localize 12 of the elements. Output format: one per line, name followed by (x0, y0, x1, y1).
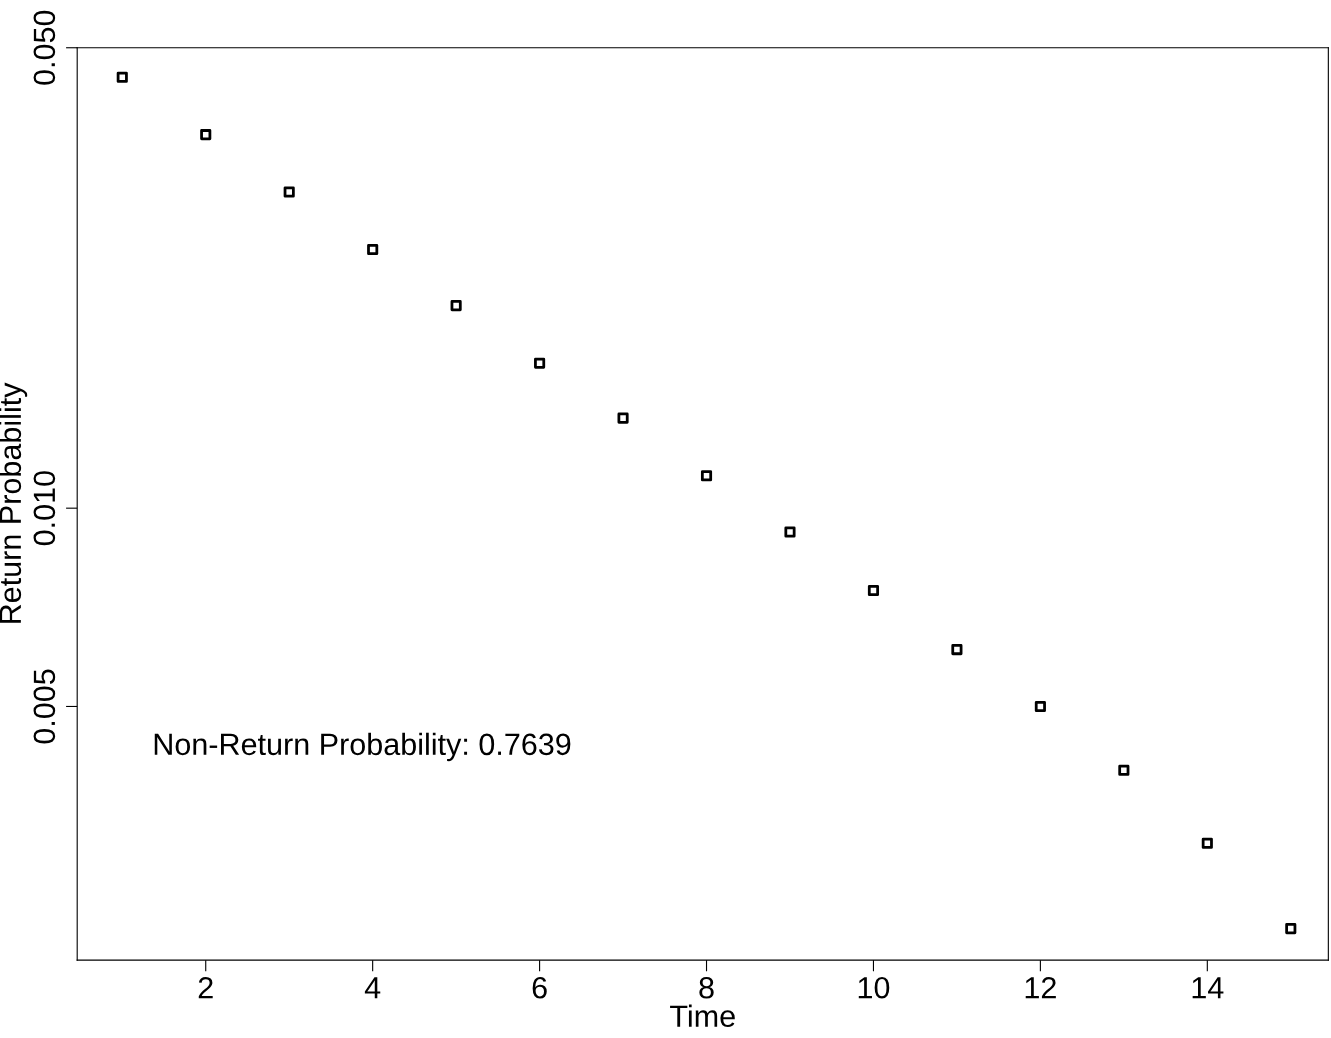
x-tick-label: 6 (532, 976, 547, 999)
x-tick-label: 2 (198, 976, 213, 999)
x-tick-label: 12 (1025, 976, 1056, 999)
x-tick-label: 8 (699, 976, 714, 999)
x-tick-label: 14 (1192, 977, 1224, 999)
y-tick-label: 0.050 (33, 10, 56, 85)
x-axis-title: Time (670, 1004, 735, 1028)
annotation: Non-Return Probability: 0.7639 (154, 732, 571, 762)
y-tick-label: 0.010 (33, 471, 56, 546)
x-tick-label: 4 (364, 977, 381, 999)
x-tick-label: 10 (858, 976, 890, 999)
y-tick-label: 0.005 (33, 669, 56, 744)
